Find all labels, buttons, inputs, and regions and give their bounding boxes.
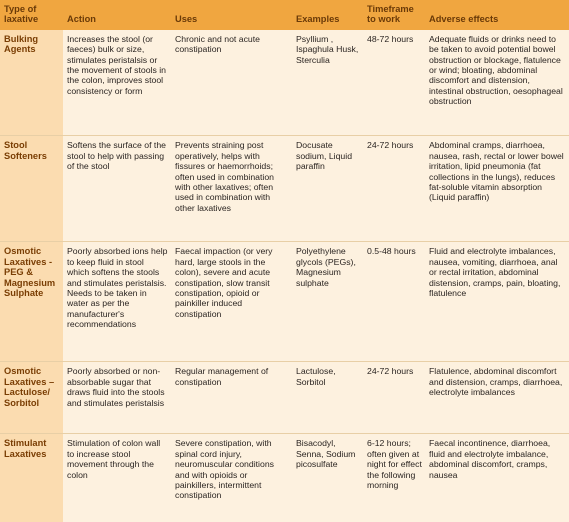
cell-examples: Polyethylene glycols (PEGs), Magnesium s… <box>292 241 363 362</box>
table-row: Bulking Agents Increases the stool (or f… <box>0 29 569 136</box>
cell-type: Osmotic Laxatives - PEG & Magnesium Sulp… <box>0 241 63 362</box>
cell-adverse: Faecal incontinence, diarrhoea, fluid an… <box>425 433 569 522</box>
cell-action: Poorly absorbed or non-absorbable sugar … <box>63 361 171 434</box>
header-action: Action <box>63 0 171 30</box>
cell-uses: Faecal impaction (or very hard, large st… <box>171 241 292 362</box>
cell-action: Softens the surface of the stool to help… <box>63 135 171 242</box>
cell-adverse: Fluid and electrolyte imbalances, nausea… <box>425 241 569 362</box>
table-row: Osmotic Laxatives – Lactulose/ Sorbitol … <box>0 361 569 434</box>
cell-uses: Severe constipation, with spinal cord in… <box>171 433 292 522</box>
cell-examples: Lactulose, Sorbitol <box>292 361 363 434</box>
header-uses: Uses <box>171 0 292 30</box>
cell-uses: Chronic and not acute constipation <box>175 33 261 55</box>
header-examples: Examples <box>292 0 363 30</box>
cell-adverse: Flatulence, abdominal discomfort and dis… <box>425 361 569 434</box>
cell-examples: Docusate sodium, Liquid paraffin <box>292 135 363 242</box>
cell-timeframe: 24-72 hours <box>363 361 425 434</box>
cell-examples: Psyllium , Ispaghula Husk, Sterculia <box>296 33 359 65</box>
cell-timeframe: 6-12 hours; often given at night for eff… <box>363 433 425 522</box>
cell-timeframe: 0.5-48 hours <box>363 241 425 362</box>
table-row: Osmotic Laxatives - PEG & Magnesium Sulp… <box>0 241 569 362</box>
table-row: Stimulant Laxatives Stimulation of colon… <box>0 433 569 522</box>
cell-type: Stimulant Laxatives <box>0 433 63 522</box>
cell-action: Poorly absorbed ions help to keep fluid … <box>63 241 171 362</box>
cell-type: Osmotic Laxatives – Lactulose/ Sorbitol <box>0 361 63 434</box>
header-timeframe: Timeframe to work <box>363 0 425 30</box>
cell-uses: Prevents straining post operatively, hel… <box>171 135 292 242</box>
table-row: Stool Softeners Softens the surface of t… <box>0 135 569 242</box>
cell-timeframe: 24-72 hours <box>363 135 425 242</box>
cell-timeframe: 48-72 hours <box>367 33 414 44</box>
header-row: Type of laxative Action Uses Examples Ti… <box>0 0 569 30</box>
cell-examples: Bisacodyl, Senna, Sodium picosulfate <box>292 433 363 522</box>
cell-action: Stimulation of colon wall to increase st… <box>63 433 171 522</box>
cell-adverse: Abdominal cramps, diarrhoea, nausea, ras… <box>425 135 569 242</box>
cell-type: Stool Softeners <box>0 135 63 242</box>
header-type: Type of laxative <box>0 0 63 30</box>
cell-action: Increases the stool (or faeces) bulk or … <box>67 33 166 96</box>
cell-uses: Regular management of constipation <box>171 361 292 434</box>
header-adverse: Adverse effects <box>425 0 569 30</box>
cell-adverse: Adequate fluids or drinks need to be tak… <box>429 33 563 107</box>
cell-type: Bulking Agents <box>0 29 63 136</box>
